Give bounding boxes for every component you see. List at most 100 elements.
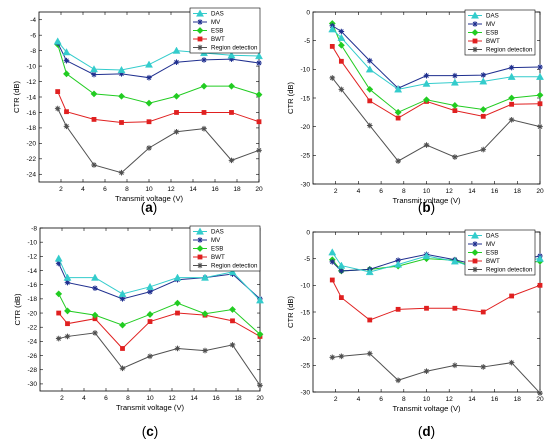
x-tick-label: 4 <box>81 186 85 193</box>
data-point-das <box>337 33 346 41</box>
data-point-esb <box>366 86 374 93</box>
legend-label-esb: ESB <box>486 250 498 257</box>
data-point-mv <box>228 56 235 62</box>
data-point-esb <box>479 106 487 113</box>
y-tick-label: -22 <box>26 156 36 163</box>
data-point-bwt <box>395 306 401 312</box>
y-tick-label: -18 <box>27 296 37 303</box>
x-tick-label: 14 <box>189 186 197 193</box>
legend-label-das: DAS <box>211 229 224 236</box>
data-point-bwt <box>64 109 69 115</box>
legend-label-bwt: BWT <box>486 258 500 265</box>
y-axis-label: CTR (dB) <box>286 295 295 328</box>
data-point-bwt <box>55 89 61 94</box>
data-point-esb <box>394 108 402 116</box>
x-tick-label: 16 <box>211 186 219 193</box>
x-tick-label: 16 <box>491 396 499 403</box>
y-axis-label: CTR (dB) <box>286 81 295 114</box>
series-region-detection <box>329 350 543 396</box>
y-tick-label: -30 <box>27 381 37 388</box>
legend-label-das: DAS <box>211 11 224 18</box>
data-point-das <box>365 65 374 73</box>
data-point-esb <box>63 70 70 78</box>
data-point-esb <box>228 82 235 90</box>
chart-panel-d: -30 -25 -20 -15 -10 -5 0 2 4 6 8 10 12 14 16 18 20 Transm… <box>286 229 544 439</box>
series-line-region-detection <box>332 353 541 394</box>
data-point-region-detection <box>201 125 207 132</box>
y-tick-label: -10 <box>300 67 310 74</box>
y-tick-label: -5 <box>304 38 310 45</box>
x-tick-label: 12 <box>168 395 176 402</box>
legend-marker-bwt <box>197 36 203 42</box>
data-point-mv <box>118 71 125 77</box>
data-point-region-detection <box>147 353 153 360</box>
y-tick-label: -20 <box>300 336 310 343</box>
data-point-mv <box>147 288 153 295</box>
data-point-mv <box>55 260 62 267</box>
data-point-das <box>450 257 459 265</box>
data-point-region-detection <box>508 116 515 123</box>
data-point-bwt <box>229 110 234 115</box>
x-tick-label: 2 <box>60 395 64 402</box>
data-point-mv <box>173 59 180 66</box>
data-point-bwt <box>338 295 344 300</box>
panel-label: (c) <box>142 424 159 439</box>
data-point-das <box>328 25 337 33</box>
legend-marker-das <box>196 9 204 17</box>
data-point-esb <box>536 91 544 99</box>
legend-marker-bwt <box>472 258 478 264</box>
data-point-bwt <box>56 310 62 316</box>
legend-marker-mv <box>197 19 203 25</box>
data-point-bwt <box>480 309 486 315</box>
data-point-region-detection <box>329 75 336 81</box>
data-point-bwt <box>65 321 70 327</box>
x-tick-label: 20 <box>536 188 544 195</box>
data-point-region-detection <box>119 365 126 372</box>
series-line-bwt <box>57 91 260 124</box>
data-point-bwt <box>537 282 543 288</box>
y-tick-label: -16 <box>27 282 37 289</box>
series-line-bwt <box>331 46 541 119</box>
data-point-region-detection <box>423 368 430 374</box>
data-point-mv <box>537 64 543 70</box>
data-point-esb <box>256 330 264 338</box>
data-point-region-detection <box>366 122 373 129</box>
y-tick-label: -25 <box>300 153 310 160</box>
x-tick-label: 18 <box>234 395 242 402</box>
legend-label-esb: ESB <box>211 246 223 253</box>
legend-marker-esb <box>196 245 204 252</box>
y-axis-label: CTR (dB) <box>13 293 22 326</box>
data-point-region-detection <box>537 123 543 130</box>
x-tick-label: 6 <box>104 395 108 402</box>
data-point-region-detection <box>537 390 543 396</box>
data-point-mv <box>91 71 97 78</box>
x-tick-label: 2 <box>59 186 63 193</box>
data-point-bwt <box>120 346 125 351</box>
data-point-region-detection <box>174 345 181 352</box>
legend-label-bwt: BWT <box>211 254 225 261</box>
legend-marker-das <box>471 231 479 239</box>
data-point-esb <box>90 90 98 98</box>
data-point-bwt <box>367 317 373 323</box>
data-point-region-detection <box>64 333 71 340</box>
data-point-bwt <box>452 305 458 311</box>
data-point-esb <box>91 311 99 319</box>
data-point-bwt <box>329 277 335 283</box>
legend-marker-region-detection <box>472 266 478 273</box>
data-point-mv <box>201 57 207 63</box>
data-point-region-detection <box>118 169 125 176</box>
data-point-region-detection <box>173 128 180 135</box>
data-point-esb <box>118 92 125 100</box>
legend-label-esb: ESB <box>211 28 223 35</box>
legend-label-region-detection: Region detection <box>211 45 258 52</box>
x-tick-label: 16 <box>491 188 499 195</box>
data-point-bwt <box>91 117 97 122</box>
data-point-bwt <box>452 108 458 114</box>
data-point-das <box>422 251 431 260</box>
y-tick-label: -16 <box>26 110 36 117</box>
data-point-region-detection <box>452 154 458 160</box>
x-tick-label: 10 <box>423 188 431 195</box>
data-point-esb <box>174 299 181 307</box>
